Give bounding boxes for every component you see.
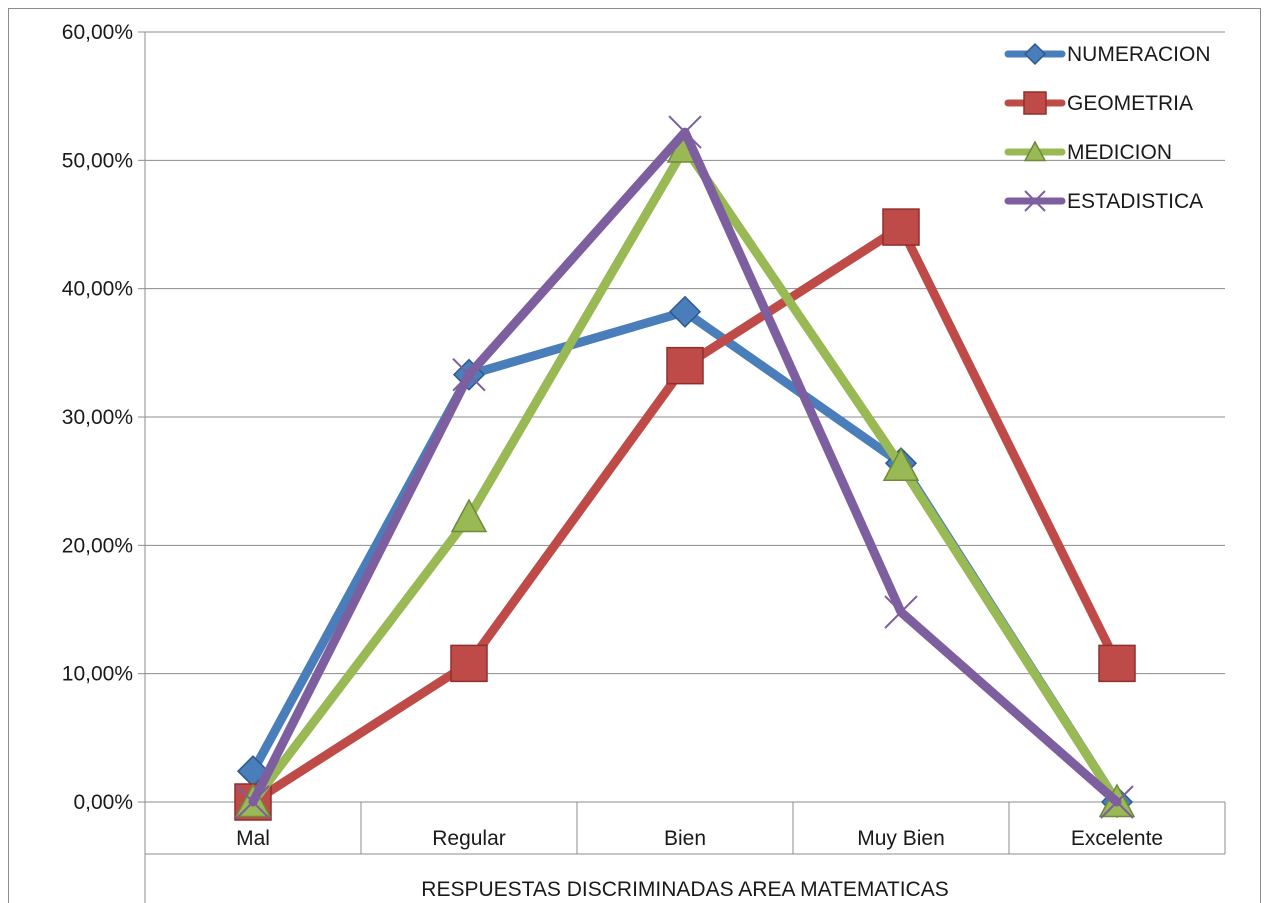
- legend-entry: NUMERACION: [1004, 42, 1211, 66]
- legend-label: GEOMETRIA: [1067, 92, 1193, 115]
- series-line: [248, 307, 1122, 807]
- x-tick-label: Muy Bien: [857, 827, 945, 850]
- legend: NUMERACION GEOMETRIA MEDICION ESTADISTICA: [1004, 42, 1211, 213]
- x-tick-label: Mal: [236, 827, 270, 850]
- x-tick-label: Excelente: [1071, 827, 1163, 850]
- data-point-square: [1098, 644, 1136, 683]
- legend-label: MEDICION: [1067, 141, 1172, 164]
- y-tick-label: 50,00%: [62, 149, 133, 172]
- series-group: [234, 115, 1136, 821]
- y-tick-label: 40,00%: [62, 278, 133, 301]
- legend-entry: MEDICION: [1004, 140, 1172, 164]
- data-point-x: [884, 595, 918, 629]
- axes: [144, 32, 1226, 903]
- series-line: [248, 127, 1122, 807]
- data-point-x: [452, 357, 486, 392]
- data-point-x: [236, 785, 270, 819]
- series-geometria: [234, 208, 1136, 821]
- x-tick-label: Bien: [664, 827, 706, 850]
- legend-label: NUMERACION: [1067, 43, 1211, 66]
- series-line: [248, 143, 1122, 807]
- chart-frame: [8, 8, 1261, 903]
- legend-entry: GEOMETRIA: [1004, 91, 1193, 115]
- legend-label: ESTADISTICA: [1067, 190, 1203, 213]
- data-point-triangle: [882, 447, 920, 481]
- data-point-triangle: [450, 498, 488, 533]
- x-tick-labels: Mal Regular Bien Muy Bien Excelente: [236, 827, 1163, 850]
- data-point-x: [1100, 785, 1134, 819]
- data-point-square: [1023, 91, 1047, 115]
- y-tick-labels: 0,00% 10,00% 20,00% 30,00% 40,00% 50,00% 60,00…: [62, 21, 133, 814]
- series-estadistica: [236, 115, 1134, 819]
- series-medicion: [234, 128, 1136, 818]
- x-axis-label: RESPUESTAS DISCRIMINADAS AREA MATEMATICA…: [421, 878, 948, 901]
- y-tick-label: 20,00%: [62, 534, 133, 557]
- x-tick-label: Regular: [432, 827, 506, 850]
- y-tick-label: 30,00%: [62, 406, 133, 429]
- data-point-diamond: [668, 295, 702, 328]
- data-point-square: [666, 346, 704, 385]
- data-point-square: [882, 208, 920, 246]
- data-point-triangle: [1023, 140, 1047, 162]
- data-point-x: [668, 115, 702, 149]
- data-point-x: [1024, 190, 1046, 212]
- y-tick-label: 0,00%: [73, 791, 133, 814]
- data-point-square: [450, 644, 488, 683]
- y-tick-label: 10,00%: [62, 663, 133, 686]
- legend-entry: ESTADISTICA: [1004, 190, 1203, 213]
- y-tick-label: 60,00%: [62, 21, 133, 44]
- data-point-diamond: [1023, 42, 1047, 66]
